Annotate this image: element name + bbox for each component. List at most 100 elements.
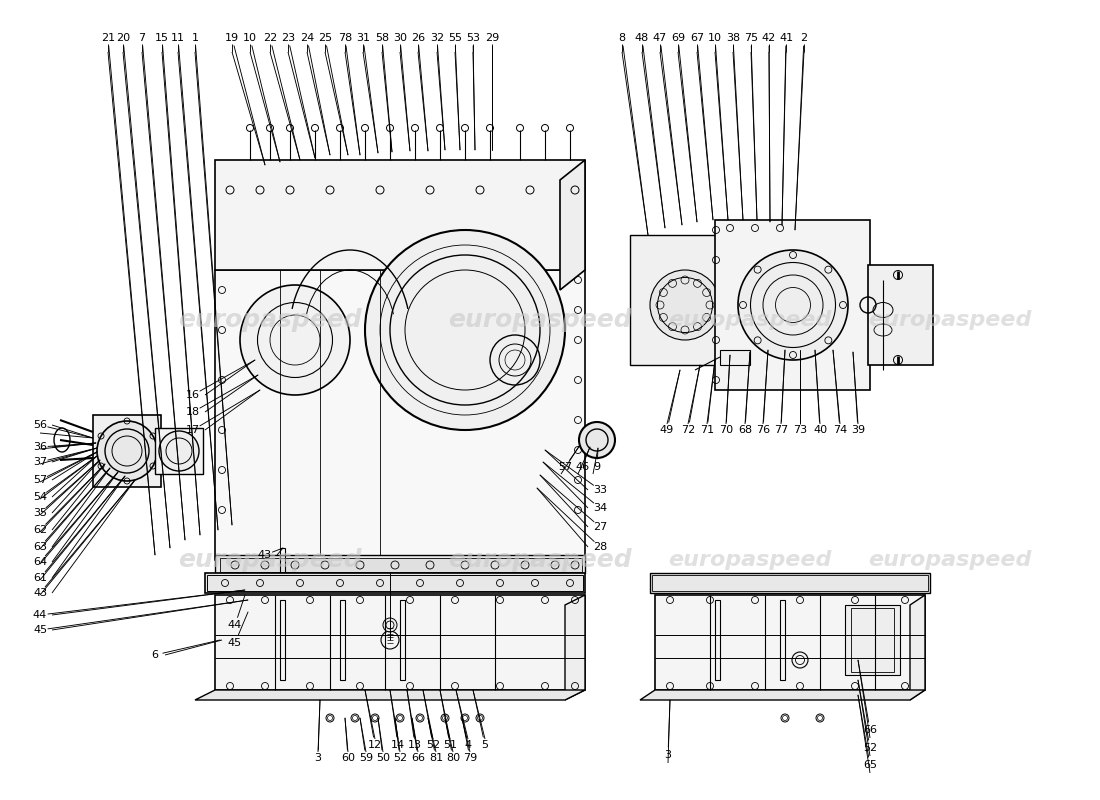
Text: 75: 75	[744, 33, 758, 43]
Text: 51: 51	[443, 740, 456, 750]
Text: 45: 45	[228, 638, 242, 648]
Text: 11: 11	[170, 33, 185, 43]
Text: 4: 4	[464, 740, 472, 750]
Text: 6: 6	[152, 650, 158, 660]
Text: 41: 41	[779, 33, 793, 43]
Text: 70: 70	[719, 425, 733, 435]
Text: 61: 61	[33, 573, 47, 583]
Text: 40: 40	[813, 425, 827, 435]
Text: 35: 35	[33, 508, 47, 518]
Text: 28: 28	[593, 542, 607, 552]
Text: 68: 68	[738, 425, 752, 435]
Polygon shape	[910, 595, 925, 700]
Text: europaspeed: europaspeed	[868, 310, 1032, 330]
Text: 62: 62	[33, 525, 47, 535]
Text: 65: 65	[864, 760, 877, 770]
Text: 52: 52	[426, 740, 440, 750]
Text: 66: 66	[411, 753, 425, 763]
Polygon shape	[214, 160, 585, 270]
Text: 39: 39	[851, 425, 865, 435]
Text: 49: 49	[660, 425, 674, 435]
Ellipse shape	[240, 285, 350, 395]
Polygon shape	[565, 595, 585, 700]
Text: 55: 55	[448, 33, 462, 43]
Text: europaspeed: europaspeed	[178, 548, 362, 572]
Text: 81: 81	[429, 753, 443, 763]
Text: europaspeed: europaspeed	[448, 548, 631, 572]
Text: europaspeed: europaspeed	[669, 310, 832, 330]
Text: 9: 9	[593, 462, 601, 472]
Text: 78: 78	[338, 33, 352, 43]
Text: 71: 71	[700, 425, 714, 435]
Polygon shape	[640, 690, 925, 700]
Polygon shape	[195, 690, 585, 700]
Text: 60: 60	[341, 753, 355, 763]
Text: 3: 3	[315, 753, 321, 763]
Bar	[220, 558, 582, 572]
Text: 14: 14	[390, 740, 405, 750]
Text: 33: 33	[593, 485, 607, 495]
Text: 77: 77	[774, 425, 788, 435]
Text: 1: 1	[191, 33, 198, 43]
Ellipse shape	[365, 230, 565, 430]
Text: 15: 15	[155, 33, 169, 43]
Text: 56: 56	[33, 420, 47, 430]
Text: europaspeed: europaspeed	[868, 550, 1032, 570]
Text: 76: 76	[756, 425, 770, 435]
Bar	[280, 600, 285, 680]
Text: 19: 19	[224, 33, 239, 43]
Text: 44: 44	[228, 620, 242, 630]
Text: 52: 52	[862, 743, 877, 753]
Bar	[400, 600, 405, 680]
Bar	[654, 595, 925, 690]
Text: 45: 45	[33, 625, 47, 635]
Text: 23: 23	[280, 33, 295, 43]
Text: 63: 63	[33, 542, 47, 552]
Text: 50: 50	[376, 753, 390, 763]
Text: 32: 32	[430, 33, 444, 43]
Text: 12: 12	[367, 740, 382, 750]
Text: 10: 10	[708, 33, 722, 43]
Text: 29: 29	[485, 33, 499, 43]
Bar	[280, 548, 285, 578]
Text: 20: 20	[116, 33, 130, 43]
Text: 57: 57	[33, 475, 47, 485]
Ellipse shape	[579, 422, 615, 458]
Text: 18: 18	[186, 407, 200, 417]
Text: 36: 36	[33, 442, 47, 452]
Bar	[652, 575, 928, 591]
Text: 74: 74	[833, 425, 847, 435]
Ellipse shape	[650, 270, 721, 340]
Text: 64: 64	[33, 557, 47, 567]
Text: 57: 57	[558, 462, 572, 472]
Text: 3: 3	[664, 750, 671, 760]
Bar	[207, 575, 583, 591]
Bar	[214, 270, 585, 560]
Bar	[155, 428, 204, 474]
Text: 24: 24	[300, 33, 315, 43]
Bar	[851, 608, 894, 672]
Text: 44: 44	[33, 610, 47, 620]
Text: 5: 5	[482, 740, 488, 750]
Text: 17: 17	[186, 425, 200, 435]
Text: 79: 79	[463, 753, 477, 763]
Bar	[868, 265, 933, 365]
Text: 43: 43	[33, 588, 47, 598]
Text: 26: 26	[411, 33, 425, 43]
Bar	[780, 600, 785, 680]
Bar	[340, 600, 345, 680]
Text: 8: 8	[618, 33, 626, 43]
Bar	[94, 415, 161, 487]
Text: 73: 73	[793, 425, 807, 435]
Text: 59: 59	[359, 753, 373, 763]
Text: 67: 67	[690, 33, 704, 43]
Text: 66: 66	[864, 725, 877, 735]
Bar	[205, 573, 585, 593]
Text: europaspeed: europaspeed	[448, 308, 631, 332]
Text: 53: 53	[466, 33, 480, 43]
Bar	[720, 350, 750, 365]
Text: 31: 31	[356, 33, 370, 43]
Bar	[845, 605, 900, 675]
Text: 25: 25	[318, 33, 332, 43]
Text: 54: 54	[33, 492, 47, 502]
